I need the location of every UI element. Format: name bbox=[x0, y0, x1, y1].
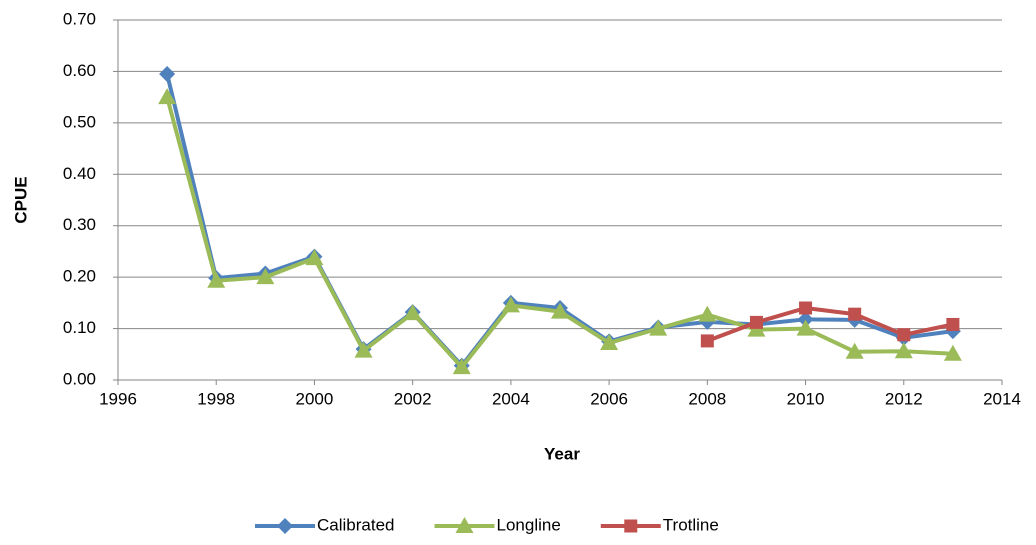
marker bbox=[455, 517, 474, 533]
marker bbox=[354, 341, 373, 358]
x-tick-label: 2010 bbox=[787, 389, 825, 408]
marker bbox=[943, 344, 962, 361]
marker bbox=[897, 328, 911, 342]
marker bbox=[848, 307, 862, 321]
marker bbox=[700, 334, 714, 348]
marker bbox=[649, 319, 668, 336]
marker bbox=[600, 333, 619, 350]
y-tick-label: 0.40 bbox=[63, 164, 96, 183]
legend-item: Calibrated bbox=[255, 515, 395, 534]
legend-item: Trotline bbox=[600, 515, 719, 534]
legend-label: Trotline bbox=[663, 515, 719, 534]
marker bbox=[845, 342, 864, 359]
x-axis-title: Year bbox=[544, 444, 580, 463]
y-tick-label: 0.20 bbox=[63, 267, 96, 286]
marker bbox=[624, 519, 638, 533]
marker bbox=[256, 268, 275, 285]
marker bbox=[749, 315, 763, 329]
marker bbox=[894, 342, 913, 359]
x-tick-label: 1998 bbox=[197, 389, 235, 408]
legend-label: Longline bbox=[497, 515, 561, 534]
marker bbox=[207, 271, 226, 288]
marker bbox=[452, 358, 471, 375]
marker bbox=[797, 311, 814, 328]
y-axis-title: CPUE bbox=[11, 176, 30, 223]
y-tick-label: 0.50 bbox=[63, 112, 96, 131]
marker bbox=[158, 88, 177, 105]
series-line bbox=[706, 306, 954, 343]
x-tick-label: 2002 bbox=[394, 389, 432, 408]
marker bbox=[698, 305, 717, 322]
series-line bbox=[165, 96, 953, 370]
marker bbox=[946, 317, 960, 331]
y-tick-label: 0.10 bbox=[63, 318, 96, 337]
legend-item: Longline bbox=[434, 515, 561, 534]
x-tick-label: 2012 bbox=[885, 389, 923, 408]
y-tick-label: 0.00 bbox=[63, 369, 96, 388]
y-tick-label: 0.60 bbox=[63, 61, 96, 80]
legend-label: Calibrated bbox=[317, 515, 395, 534]
marker bbox=[403, 304, 422, 321]
y-tick-label: 0.30 bbox=[63, 215, 96, 234]
x-tick-label: 2008 bbox=[688, 389, 726, 408]
marker bbox=[277, 518, 293, 534]
marker bbox=[551, 302, 569, 319]
x-tick-label: 2006 bbox=[590, 389, 628, 408]
marker bbox=[501, 296, 520, 313]
x-tick-label: 2000 bbox=[296, 389, 334, 408]
marker bbox=[305, 249, 324, 266]
x-tick-label: 1996 bbox=[99, 389, 137, 408]
marker bbox=[796, 319, 815, 336]
series-line bbox=[165, 73, 954, 368]
y-tick-label: 0.70 bbox=[63, 9, 96, 28]
marker bbox=[159, 66, 176, 82]
marker bbox=[799, 301, 813, 315]
x-tick-label: 2004 bbox=[492, 389, 530, 408]
x-tick-label: 2014 bbox=[983, 389, 1021, 408]
